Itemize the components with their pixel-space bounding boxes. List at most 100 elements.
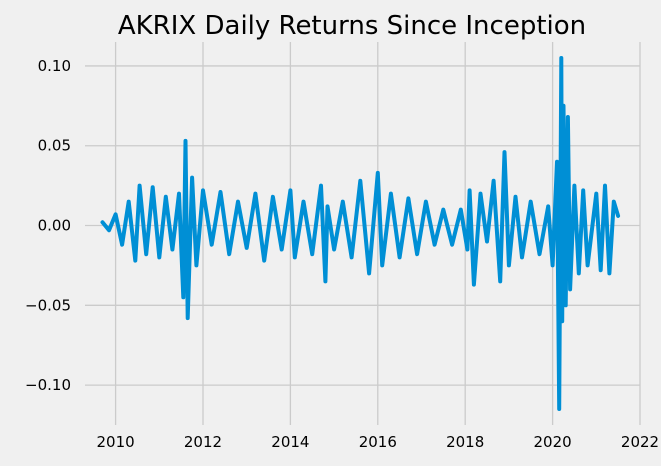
data-point <box>478 192 482 196</box>
y-tick-label: 0.00 <box>38 217 71 235</box>
y-tick-label: 0.05 <box>38 137 71 155</box>
data-point <box>127 200 131 204</box>
data-point <box>253 192 257 196</box>
data-point <box>288 188 292 192</box>
data-point <box>564 303 568 307</box>
data-point <box>581 188 585 192</box>
data-point <box>358 179 362 183</box>
data-point <box>151 185 155 189</box>
chart-title: AKRIX Daily Returns Since Inception <box>118 11 586 41</box>
data-point <box>555 160 559 164</box>
data-point <box>138 184 142 188</box>
data-point <box>572 184 576 188</box>
data-point <box>594 192 598 196</box>
data-point <box>350 255 354 259</box>
data-point <box>551 263 555 267</box>
data-point <box>468 188 472 192</box>
data-point <box>120 243 124 247</box>
data-point <box>472 283 476 287</box>
x-tick-label: 2012 <box>184 433 222 451</box>
data-point <box>559 56 563 60</box>
data-point <box>319 184 323 188</box>
data-point <box>568 287 572 291</box>
data-point <box>280 247 284 251</box>
data-point <box>310 252 314 256</box>
x-tick-label: 2014 <box>271 433 309 451</box>
data-point <box>190 176 194 180</box>
x-tick-label: 2018 <box>446 433 484 451</box>
data-point <box>201 188 205 192</box>
data-point <box>465 247 469 251</box>
data-point <box>441 208 445 212</box>
data-point <box>100 220 104 224</box>
data-point <box>236 200 240 204</box>
y-tick-label: 0.10 <box>38 57 71 75</box>
data-point <box>302 200 306 204</box>
data-point <box>520 255 524 259</box>
data-point <box>245 246 249 250</box>
data-point <box>557 407 561 411</box>
data-point <box>380 263 384 267</box>
x-tick-label: 2016 <box>359 433 397 451</box>
data-point <box>424 200 428 204</box>
data-point <box>184 139 188 143</box>
data-point <box>271 195 275 199</box>
data-point <box>181 295 185 299</box>
data-point <box>492 179 496 183</box>
x-tick-label: 2022 <box>621 433 659 451</box>
data-point <box>616 214 620 218</box>
data-point <box>398 255 402 259</box>
data-point <box>560 319 564 323</box>
tick-labels: 2010 2012 2014 2016 2018 2020 2022 0.10 0.05 0.00… <box>25 57 659 451</box>
returns-series-line <box>100 56 621 411</box>
data-point <box>341 200 345 204</box>
data-point <box>415 252 419 256</box>
data-point <box>376 171 380 175</box>
data-point <box>194 263 198 267</box>
data-point <box>107 228 111 232</box>
x-tick-label: 2010 <box>96 433 134 451</box>
y-tick-label: −0.05 <box>25 296 71 314</box>
data-point <box>566 115 570 119</box>
data-point <box>485 239 489 243</box>
data-point <box>323 279 327 283</box>
data-point <box>262 259 266 263</box>
data-point <box>546 204 550 208</box>
x-tick-label: 2020 <box>534 433 572 451</box>
data-point <box>210 243 214 247</box>
data-point <box>607 271 611 275</box>
data-point <box>586 263 590 267</box>
data-point <box>503 150 507 154</box>
data-point <box>177 192 181 196</box>
data-point <box>603 184 607 188</box>
data-point <box>367 271 371 275</box>
data-point <box>186 316 190 320</box>
data-point <box>507 263 511 267</box>
data-point <box>227 252 231 256</box>
data-point <box>513 195 517 199</box>
data-point <box>114 212 118 216</box>
data-point <box>218 190 222 194</box>
data-point <box>406 196 410 200</box>
data-point <box>577 271 581 275</box>
data-point <box>157 255 161 259</box>
data-point <box>498 279 502 283</box>
data-point <box>389 192 393 196</box>
data-point <box>133 259 137 263</box>
data-point <box>332 247 336 251</box>
data-point <box>433 243 437 247</box>
data-point <box>164 195 168 199</box>
series-line <box>100 56 621 411</box>
data-point <box>459 208 463 212</box>
data-point <box>562 104 566 108</box>
data-point <box>537 252 541 256</box>
data-point <box>450 243 454 247</box>
data-point <box>612 200 616 204</box>
data-point <box>170 247 174 251</box>
y-tick-label: −0.10 <box>25 376 71 394</box>
data-point <box>144 252 148 256</box>
data-point <box>326 204 330 208</box>
data-point <box>529 200 533 204</box>
